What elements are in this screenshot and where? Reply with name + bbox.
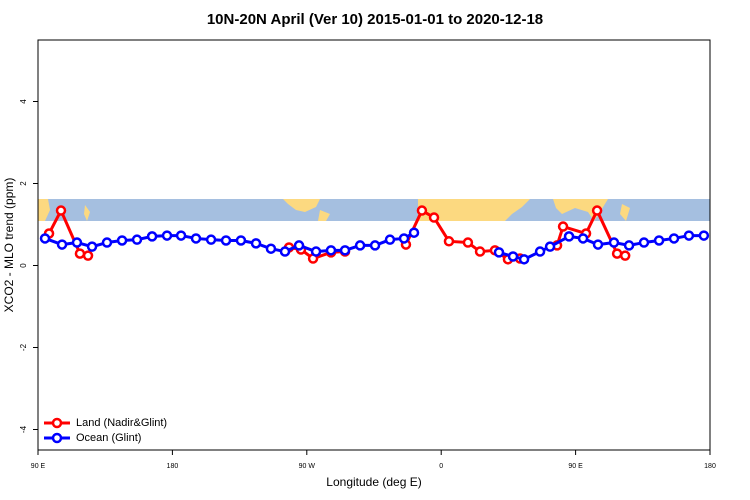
data-point xyxy=(638,237,650,248)
data-point xyxy=(293,240,305,251)
legend-marker xyxy=(51,432,63,444)
data-point xyxy=(408,227,420,238)
map-strip xyxy=(38,199,710,221)
x-tick-label: 90 W xyxy=(299,463,316,470)
chart-title: 10N-20N April (Ver 10) 2015-01-01 to 202… xyxy=(207,11,543,28)
plot-frame xyxy=(37,39,711,451)
data-point xyxy=(265,243,277,254)
data-point xyxy=(101,237,113,248)
data-point xyxy=(462,237,474,248)
y-tick-label: -2 xyxy=(19,343,28,351)
data-point xyxy=(611,248,623,259)
data-point xyxy=(161,230,173,241)
x-tick-label: 0 xyxy=(439,463,443,470)
land-shape xyxy=(283,199,330,221)
land-shape xyxy=(38,199,90,221)
ocean-band xyxy=(38,199,710,221)
data-point xyxy=(56,239,68,250)
land-shape xyxy=(418,199,530,221)
data-point xyxy=(563,231,575,242)
y-tick-label: -4 xyxy=(19,425,28,433)
x-tick-label: 90 E xyxy=(31,463,46,470)
data-point xyxy=(175,230,187,241)
data-point xyxy=(74,248,86,259)
legend-label: Land (Nadir&Glint) xyxy=(76,417,167,429)
data-point xyxy=(668,233,680,244)
data-point xyxy=(416,205,428,216)
data-point xyxy=(443,236,455,247)
legend-marker xyxy=(51,417,63,429)
data-point xyxy=(71,237,83,248)
data-point xyxy=(493,247,505,258)
data-point xyxy=(55,205,67,216)
land-shape xyxy=(553,199,630,221)
data-point xyxy=(398,233,410,244)
data-point xyxy=(339,245,351,256)
y-tick-label: 4 xyxy=(19,99,28,104)
data-point xyxy=(354,240,366,251)
data-point xyxy=(557,221,569,232)
data-point xyxy=(82,250,94,261)
data-point xyxy=(190,233,202,244)
data-point xyxy=(131,234,143,245)
data-point xyxy=(205,234,217,245)
data-point xyxy=(619,250,631,261)
x-tick-label: 180 xyxy=(167,463,179,470)
data-point xyxy=(698,230,710,241)
data-point xyxy=(534,246,546,257)
legend-label: Ocean (Glint) xyxy=(76,432,141,444)
data-point xyxy=(39,233,51,244)
data-point xyxy=(86,241,98,252)
data-point xyxy=(474,246,486,257)
y-tick-label: 2 xyxy=(19,181,28,186)
data-point xyxy=(507,251,519,262)
data-point xyxy=(653,235,665,246)
data-point xyxy=(250,238,262,249)
y-axis-label: XCO2 - MLO trend (ppm) xyxy=(2,178,16,313)
data-point xyxy=(591,205,603,216)
data-point xyxy=(310,246,322,257)
data-point xyxy=(623,240,635,251)
x-tick-label: 180 xyxy=(704,463,716,470)
x-tick-label: 90 E xyxy=(568,463,583,470)
y-tick-label: 0 xyxy=(19,263,28,268)
data-point xyxy=(683,230,695,241)
data-point xyxy=(116,235,128,246)
data-point xyxy=(384,234,396,245)
data-point xyxy=(220,235,232,246)
data-point xyxy=(518,254,530,265)
data-point xyxy=(325,245,337,256)
data-point xyxy=(544,241,556,252)
data-point xyxy=(592,239,604,250)
data-point xyxy=(369,240,381,251)
data-point xyxy=(146,231,158,242)
data-point xyxy=(577,233,589,244)
data-point xyxy=(428,212,440,223)
data-point xyxy=(279,246,291,257)
data-point xyxy=(608,237,620,248)
data-point xyxy=(235,235,247,246)
x-axis-label: Longitude (deg E) xyxy=(326,475,421,489)
